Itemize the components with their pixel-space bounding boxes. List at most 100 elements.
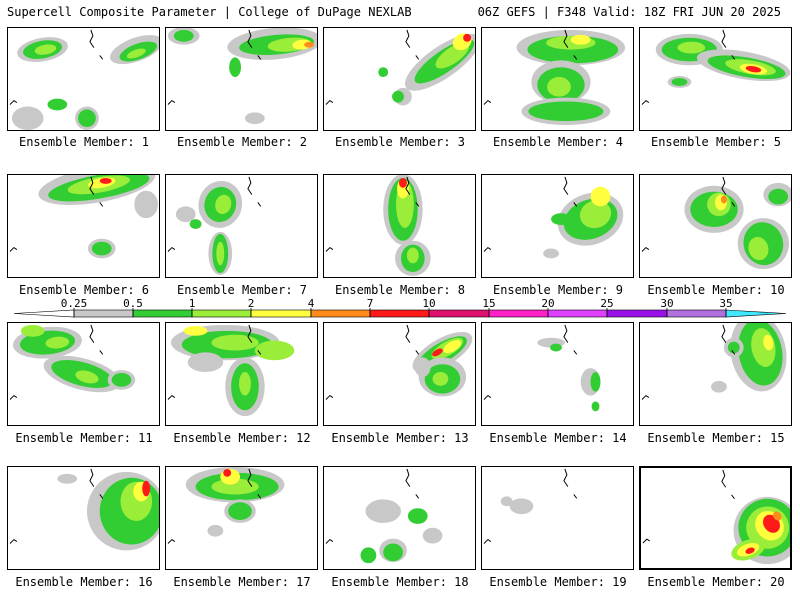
scp-contour-gray bbox=[134, 190, 159, 219]
member-label-17: Ensemble Member: 17 bbox=[173, 575, 311, 589]
scp-contour-yellow bbox=[183, 325, 208, 336]
scp-contour-gray bbox=[244, 112, 265, 125]
scp-contour-green bbox=[173, 29, 194, 42]
coastline bbox=[642, 469, 735, 544]
scp-field-15 bbox=[641, 323, 787, 400]
scp-contour-light_green bbox=[75, 370, 99, 384]
scp-field-11 bbox=[9, 324, 136, 400]
coastline bbox=[483, 324, 578, 400]
member-map-19[interactable] bbox=[481, 466, 634, 570]
scp-contour-red bbox=[745, 547, 755, 554]
member-label-13: Ensemble Member: 13 bbox=[331, 431, 469, 445]
coastline bbox=[641, 324, 736, 400]
scp-field-1 bbox=[9, 29, 159, 130]
coastline bbox=[9, 468, 104, 544]
member-map-18[interactable] bbox=[323, 466, 476, 570]
scp-contour-gray bbox=[11, 106, 44, 130]
scp-contour-gray bbox=[500, 496, 513, 507]
scp-contour-gray bbox=[175, 206, 196, 223]
coastline bbox=[9, 324, 104, 400]
coastline bbox=[167, 468, 262, 544]
member-map-13[interactable] bbox=[323, 322, 476, 426]
member-map-1[interactable] bbox=[7, 27, 160, 131]
member-map-8[interactable] bbox=[323, 174, 476, 278]
coastline bbox=[167, 176, 262, 252]
coastline bbox=[483, 468, 578, 544]
scp-contour-gray bbox=[207, 524, 224, 537]
member-map-20[interactable] bbox=[639, 466, 792, 570]
scp-field-3 bbox=[325, 29, 475, 106]
colorbar-swatch-2 bbox=[250, 309, 312, 318]
colorbar-tick-label: 10 bbox=[422, 297, 435, 310]
member-map-15[interactable] bbox=[639, 322, 792, 426]
scp-contour-green bbox=[228, 502, 252, 520]
member-map-10[interactable] bbox=[639, 174, 792, 278]
member-map-16[interactable] bbox=[7, 466, 160, 570]
member-map-9[interactable] bbox=[481, 174, 634, 278]
scp-contour-green bbox=[550, 343, 562, 352]
scp-field-6 bbox=[9, 175, 159, 259]
colorbar-tick-label: 15 bbox=[482, 297, 495, 310]
scp-contour-gray bbox=[187, 352, 224, 373]
scp-contour-light_green bbox=[126, 48, 146, 59]
scp-contour-gray bbox=[509, 498, 534, 515]
scp-contour-orange bbox=[304, 41, 315, 48]
scp-contour-green bbox=[229, 57, 242, 78]
colorbar-tick-label: 35 bbox=[719, 297, 732, 310]
member-map-5[interactable] bbox=[639, 27, 792, 131]
colorbar-swatch-0.25 bbox=[73, 309, 134, 318]
scp-contour-green bbox=[392, 90, 404, 103]
colorbar-under-arrow bbox=[13, 309, 75, 318]
scp-contour-green bbox=[360, 547, 377, 564]
scp-field-16 bbox=[9, 468, 159, 551]
member-map-4[interactable] bbox=[481, 27, 634, 131]
member-map-6[interactable] bbox=[7, 174, 160, 278]
coastline bbox=[641, 176, 736, 252]
scp-contour-light_green bbox=[547, 77, 571, 97]
scp-field-2 bbox=[167, 28, 317, 125]
member-map-14[interactable] bbox=[481, 322, 634, 426]
member-label-3: Ensemble Member: 3 bbox=[334, 135, 466, 149]
member-label-15: Ensemble Member: 15 bbox=[647, 431, 785, 445]
colorbar-swatch-4 bbox=[310, 309, 371, 318]
scp-contour-light_green bbox=[254, 340, 295, 361]
scp-field-12 bbox=[167, 324, 295, 417]
colorbar-swatch-35 bbox=[725, 309, 787, 318]
scp-contour-yellow bbox=[763, 334, 774, 351]
scp-contour-green bbox=[78, 109, 96, 128]
member-label-12: Ensemble Member: 12 bbox=[173, 431, 311, 445]
member-label-10: Ensemble Member: 10 bbox=[647, 283, 785, 297]
member-map-3[interactable] bbox=[323, 27, 476, 131]
scp-field-14 bbox=[483, 324, 601, 412]
member-label-1: Ensemble Member: 1 bbox=[18, 135, 150, 149]
colorbar-tick-label: 0.5 bbox=[123, 297, 143, 310]
member-label-14: Ensemble Member: 14 bbox=[489, 431, 627, 445]
scp-field-20 bbox=[642, 469, 790, 565]
member-map-12[interactable] bbox=[165, 322, 318, 426]
colorbar-tick-label: 0.25 bbox=[61, 297, 88, 310]
coastline bbox=[325, 324, 420, 400]
scp-contour-red bbox=[399, 177, 407, 188]
scp-contour-gray bbox=[422, 527, 443, 544]
scp-field-8 bbox=[325, 175, 431, 277]
scp-contour-light_green bbox=[211, 478, 259, 495]
scp-contour-gray bbox=[543, 248, 559, 259]
scp-field-9 bbox=[483, 176, 624, 259]
scp-contour-orange bbox=[773, 511, 782, 521]
scp-contour-red bbox=[745, 65, 762, 73]
member-map-11[interactable] bbox=[7, 322, 160, 426]
member-map-17[interactable] bbox=[165, 466, 318, 570]
member-map-7[interactable] bbox=[165, 174, 318, 278]
colorbar-swatch-25 bbox=[606, 309, 668, 318]
scp-contour-green bbox=[189, 219, 202, 229]
colorbar-tick-label: 7 bbox=[367, 297, 374, 310]
member-map-2[interactable] bbox=[165, 27, 318, 131]
member-label-5: Ensemble Member: 5 bbox=[650, 135, 782, 149]
coastline bbox=[483, 176, 578, 252]
scp-contour-green bbox=[111, 373, 132, 387]
scp-contour-green bbox=[727, 341, 740, 354]
scp-contour-light_green bbox=[34, 44, 57, 55]
scp-contour-gray bbox=[57, 473, 78, 484]
scp-contour-gray bbox=[414, 357, 431, 377]
colorbar-tick-label: 20 bbox=[541, 297, 554, 310]
